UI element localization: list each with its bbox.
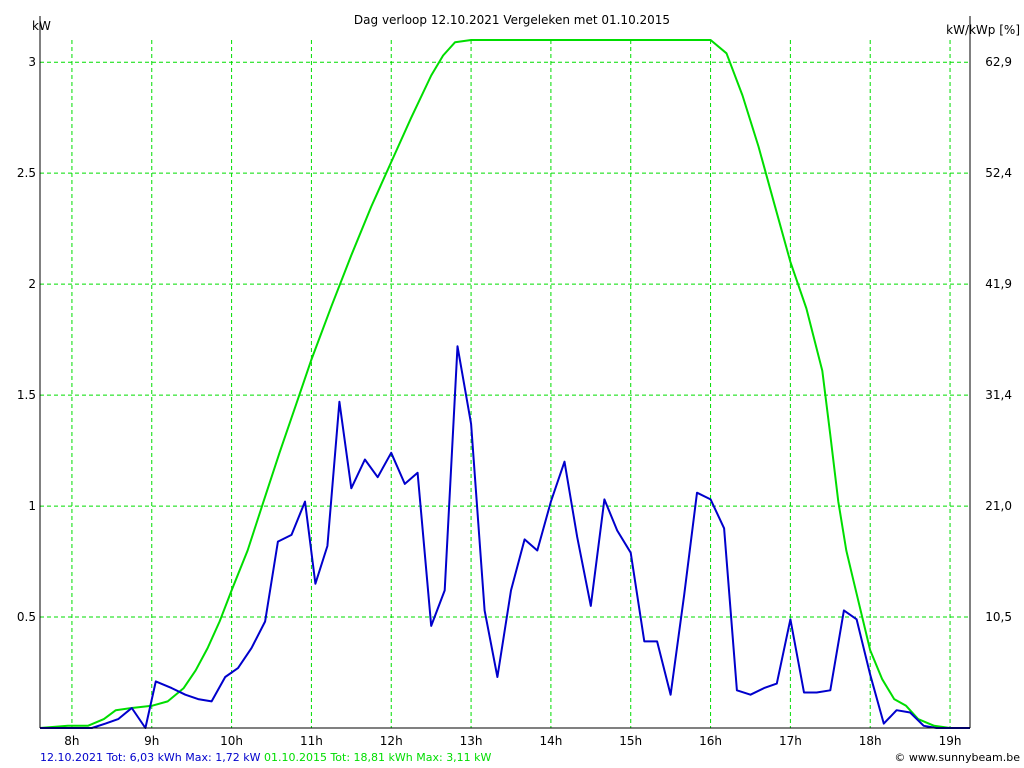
x-tick-label: 12h — [380, 734, 403, 748]
x-tick-label: 18h — [859, 734, 882, 748]
footer-legend: 12.10.2021 Tot: 6,03 kWh Max: 1,72 kW 01… — [40, 751, 491, 764]
right-axis-unit: kW/kWp [%] — [946, 23, 1020, 37]
x-tick-label: 11h — [300, 734, 323, 748]
chart-title: Dag verloop 12.10.2021 Vergeleken met 01… — [354, 13, 670, 27]
series-layer — [39, 39, 970, 729]
y-tick-label-left: 2.5 — [17, 166, 36, 180]
y-tick-label-left: 2 — [28, 277, 36, 291]
legend-2021: 12.10.2021 Tot: 6,03 kWh Max: 1,72 kW — [40, 751, 261, 764]
y-tick-label-right: 62,9 — [985, 55, 1012, 69]
copyright-link[interactable]: © www.sunnybeam.be — [894, 751, 1020, 764]
y-tick-label-left: 1.5 — [17, 388, 36, 402]
x-tick-label: 16h — [699, 734, 722, 748]
x-tick-label: 9h — [144, 734, 159, 748]
grid-lines — [40, 40, 970, 728]
x-tick-label: 8h — [64, 734, 79, 748]
x-tick-label: 13h — [460, 734, 483, 748]
left-axis-unit: kW — [32, 19, 51, 33]
y-tick-label-right: 21,0 — [985, 499, 1012, 513]
y-tick-label-left: 1 — [28, 499, 36, 513]
x-tick-label: 19h — [939, 734, 962, 748]
y-tick-label-right: 52,4 — [985, 166, 1012, 180]
y-tick-label-right: 41,9 — [985, 277, 1012, 291]
x-axis-ticks: 8h 9h 10h 11h 12h 13h 14h 15h 16h 17h 18h 19h — [64, 734, 961, 748]
y-tick-label-right: 10,5 — [985, 610, 1012, 624]
y-tick-label-right: 31,4 — [985, 388, 1012, 402]
y-tick-label-left: 3 — [28, 55, 36, 69]
legend-2015: 01.10.2015 Tot: 18,81 kWh Max: 3,11 kW — [263, 751, 492, 764]
x-tick-label: 14h — [539, 734, 562, 748]
x-tick-label: 17h — [779, 734, 802, 748]
axes — [39, 16, 971, 729]
series-line-12.10.2021 — [40, 345, 970, 729]
x-tick-label: 15h — [619, 734, 642, 748]
series-line-01.10.2015 — [39, 39, 970, 729]
right-axis-ticks: 10,5 21,0 31,4 41,9 52,4 62,9 — [985, 55, 1012, 624]
x-tick-label: 10h — [220, 734, 243, 748]
left-axis-ticks: 0.5 1 1.5 2 2.5 3 — [17, 55, 36, 624]
y-tick-label-left: 0.5 — [17, 610, 36, 624]
